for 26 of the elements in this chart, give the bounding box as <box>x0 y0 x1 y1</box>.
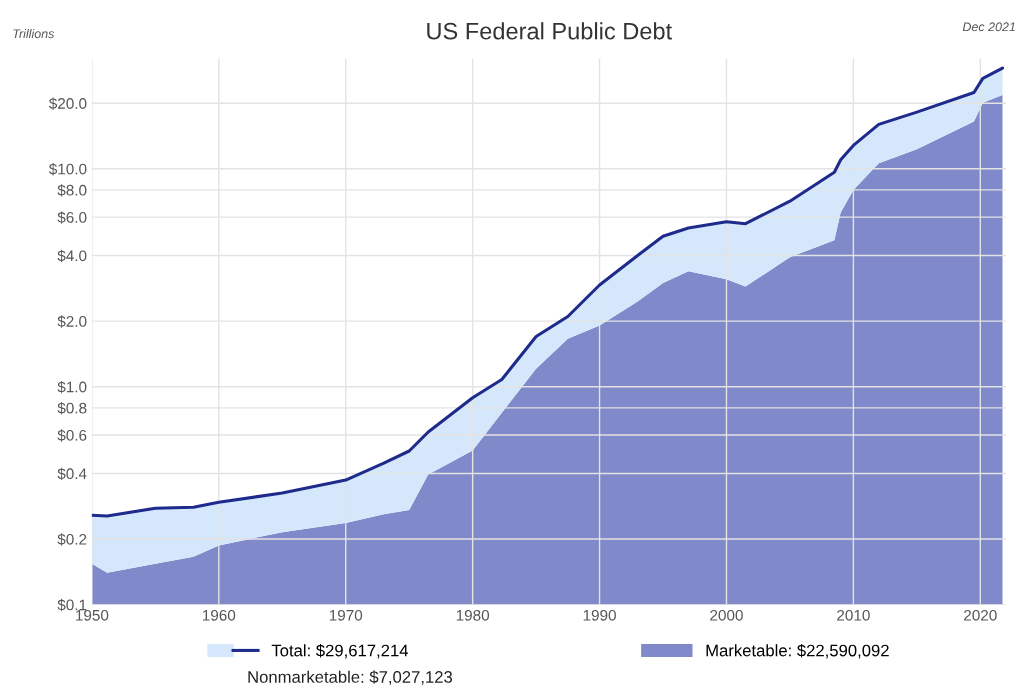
y-tick-label: $20.0 <box>48 97 87 110</box>
text: Nonmarketable: $7,027,123 <box>248 670 453 685</box>
y-tick-label: $0.1 <box>57 598 87 612</box>
y-tick-label: $4.0 <box>57 249 87 263</box>
x-tick-label: 1950 <box>76 609 109 621</box>
y-tick-label: $0.8 <box>57 402 87 415</box>
x-tick-label: 1960 <box>202 609 236 621</box>
y-tick-label: $0.4 <box>57 467 87 481</box>
y-axis-title: Trillions <box>13 28 55 39</box>
y-tick-label: $8.0 <box>57 184 87 197</box>
y-tick-label: $0.2 <box>57 533 87 546</box>
y-tick-label: $10.0 <box>48 163 87 176</box>
legend-label: Total: $29,617,214 <box>271 643 409 659</box>
y-tick-label: $2.0 <box>57 315 87 328</box>
chart-title: US Federal Public Debt <box>427 22 672 40</box>
x-tick-label: 2010 <box>837 609 870 621</box>
y-tick-label: $0.6 <box>57 429 87 442</box>
y-tick-label: $1.0 <box>57 380 87 394</box>
x-tick-label: 2000 <box>710 609 743 621</box>
x-tick-label: 1980 <box>456 609 490 621</box>
text: Dec 2021 <box>962 22 1015 32</box>
y-tick-label: $6.0 <box>57 211 87 224</box>
x-tick-label: 1990 <box>583 609 616 621</box>
x-tick-label: 1970 <box>329 609 363 621</box>
x-tick-label: 2020 <box>964 609 997 621</box>
legend-label: Marketable: $22,590,092 <box>706 643 889 659</box>
